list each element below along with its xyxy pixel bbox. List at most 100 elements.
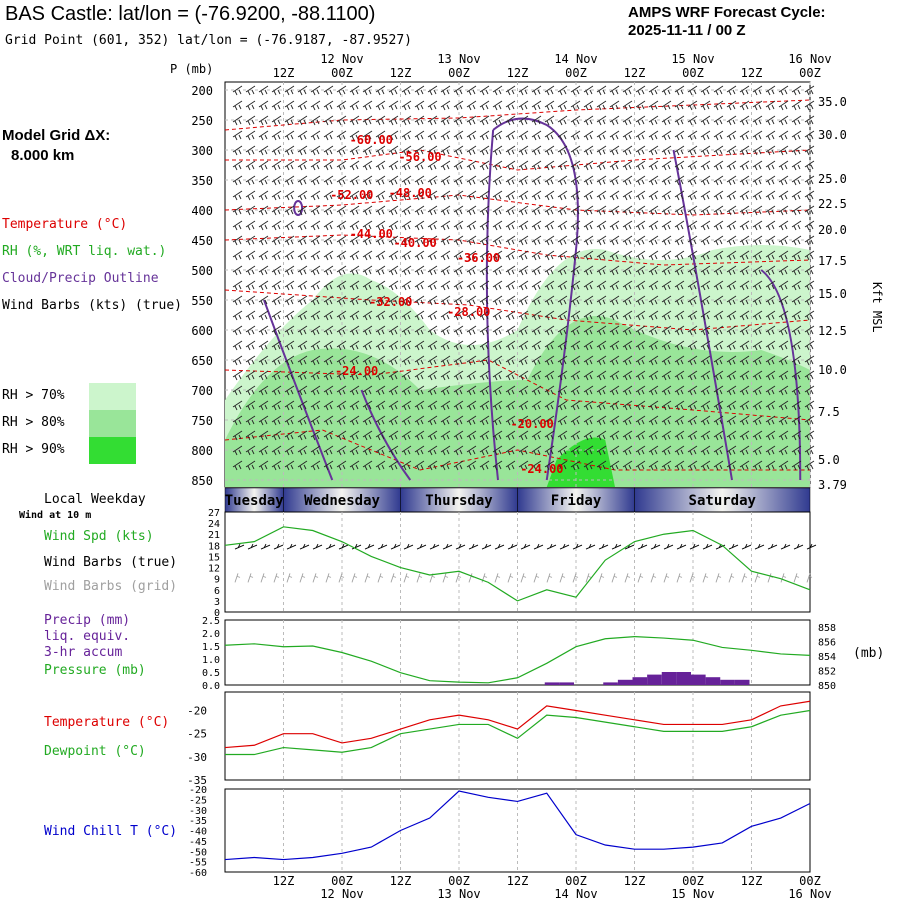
- wind-barb: [323, 235, 334, 246]
- wind-barb: [440, 115, 451, 126]
- wind-barb: [427, 325, 438, 336]
- wind-barb: [453, 340, 464, 351]
- wind-barb: [505, 295, 516, 306]
- wind-barb: [388, 430, 399, 441]
- wind-barb: [791, 310, 802, 321]
- wind-barb: [726, 190, 737, 201]
- grid-wind-barb: [637, 573, 644, 583]
- wind-barb: [648, 175, 659, 186]
- wind-barb: [713, 445, 724, 456]
- wind-barb: [505, 145, 516, 156]
- wind-barb: [336, 85, 347, 96]
- grid-wind-barb: [338, 573, 345, 583]
- wind-barb: [778, 340, 789, 351]
- wind-barb: [375, 235, 386, 246]
- wind-barb: [596, 190, 607, 201]
- wind-barb: [505, 220, 516, 231]
- wind-barb: [648, 85, 659, 96]
- wind-barb: [544, 445, 555, 456]
- wind-barb: [726, 295, 737, 306]
- wind-barb: [271, 460, 282, 471]
- wind-barb: [258, 190, 269, 201]
- wind-barb: [323, 430, 334, 441]
- height-tick-label: 30.0: [818, 128, 847, 142]
- wind-barb: [518, 250, 529, 261]
- wind-barb: [284, 325, 295, 336]
- wind-barb: [804, 250, 815, 261]
- wind-barb: [336, 100, 347, 111]
- wind-barb: [297, 115, 308, 126]
- wind-barb: [635, 295, 646, 306]
- wind-barb: [245, 205, 256, 216]
- wind-barb: [661, 385, 672, 396]
- wind-barb: [661, 160, 672, 171]
- wind-barb: [674, 160, 685, 171]
- height-tick-label: 17.5: [818, 254, 847, 268]
- wind-barb: [375, 175, 386, 186]
- wind-barb: [570, 370, 581, 381]
- wind-barb: [674, 250, 685, 261]
- wind-barb: [687, 100, 698, 111]
- wind-barb: [739, 310, 750, 321]
- wind-barb: [739, 130, 750, 141]
- wind-barb: [362, 220, 373, 231]
- pressure-tick-label: 750: [191, 414, 213, 428]
- wind-barb: [739, 370, 750, 381]
- wind-barb: [414, 175, 425, 186]
- wind-barb: [583, 100, 594, 111]
- wind-barb: [492, 130, 503, 141]
- wind-barb: [492, 325, 503, 336]
- wind-barb: [635, 160, 646, 171]
- true-wind-barb: [468, 543, 479, 550]
- precip-bar: [647, 674, 662, 685]
- wind-barb: [336, 205, 347, 216]
- pressure-tick: 852: [818, 667, 836, 678]
- wind-barb: [427, 340, 438, 351]
- wind-barb: [648, 340, 659, 351]
- wind-barb: [609, 460, 620, 471]
- wind-barb: [752, 190, 763, 201]
- true-wind-barb: [676, 543, 687, 550]
- wind-barb: [635, 145, 646, 156]
- wind-barb: [505, 130, 516, 141]
- wind-speed-tick: 15: [208, 552, 220, 563]
- wind-barb: [648, 220, 659, 231]
- wind-barb: [726, 220, 737, 231]
- wind-barb: [804, 280, 815, 291]
- wind-barb: [648, 130, 659, 141]
- wind-barb: [414, 160, 425, 171]
- wind-barb: [661, 310, 672, 321]
- wind-barb: [245, 460, 256, 471]
- grid-wind-barb: [650, 573, 657, 583]
- wind-barb: [804, 430, 815, 441]
- wind-barb: [674, 325, 685, 336]
- wind-barb: [414, 400, 425, 411]
- wind-barb: [466, 460, 477, 471]
- true-wind-barb: [286, 543, 297, 550]
- wind-barb: [791, 145, 802, 156]
- wind-barb: [531, 445, 542, 456]
- wind-barb: [258, 280, 269, 291]
- wind-barb: [232, 205, 243, 216]
- wind-barb: [778, 415, 789, 426]
- wind-barb: [622, 145, 633, 156]
- wind-barb: [739, 445, 750, 456]
- wind-barb: [297, 160, 308, 171]
- wind-barb: [583, 340, 594, 351]
- true-wind-barb: [429, 543, 440, 550]
- wind-barb: [375, 460, 386, 471]
- temperature-contour: [224, 429, 810, 471]
- wind-barb: [648, 190, 659, 201]
- wind-barb: [609, 265, 620, 276]
- wind-barb: [713, 430, 724, 441]
- grid-point-label: Grid Point (601, 352) lat/lon = (-76.918…: [5, 33, 412, 48]
- grid-wind-barb: [442, 573, 449, 583]
- wind-barb: [648, 295, 659, 306]
- wind-barb: [804, 310, 815, 321]
- grid-wind-barb: [312, 573, 319, 583]
- wind-10m-label: Wind at 10 m: [19, 510, 92, 521]
- wind-barb: [271, 280, 282, 291]
- wind-barb: [596, 430, 607, 441]
- wind-barb: [713, 190, 724, 201]
- wind-barb: [310, 430, 321, 441]
